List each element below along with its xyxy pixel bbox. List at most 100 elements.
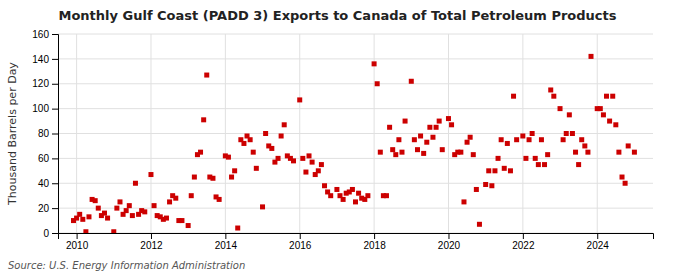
point — [545, 152, 550, 157]
chart: 2010201220142016201820202022202402040608… — [0, 0, 675, 275]
point — [399, 150, 404, 155]
point — [148, 172, 153, 177]
grid-line — [448, 34, 449, 233]
point — [142, 209, 147, 214]
point — [533, 156, 538, 161]
point — [319, 162, 324, 167]
point — [474, 187, 479, 192]
point — [167, 199, 172, 204]
point — [350, 187, 355, 192]
point — [356, 191, 361, 196]
tick-label: 2018 — [363, 240, 386, 251]
point — [564, 131, 569, 136]
point — [300, 156, 305, 161]
point — [102, 211, 107, 216]
point — [375, 81, 380, 86]
point — [152, 203, 157, 208]
tick: 2018 — [363, 233, 386, 251]
grid-line — [225, 34, 226, 233]
tick-label: 20 — [38, 203, 50, 214]
point — [626, 143, 631, 148]
tick-mark — [52, 233, 58, 234]
point — [505, 141, 510, 146]
source: Source: U.S. Energy Information Administ… — [8, 260, 245, 271]
points — [71, 54, 637, 233]
point — [86, 214, 91, 219]
point — [303, 170, 308, 175]
tick-mark — [52, 158, 58, 159]
point — [604, 94, 609, 99]
point — [536, 162, 541, 167]
y-axis-title: Thousand Barrels per Day — [6, 62, 19, 206]
point — [384, 193, 389, 198]
tick-label: 160 — [32, 29, 49, 40]
point — [610, 94, 615, 99]
point — [254, 166, 259, 171]
point — [93, 198, 98, 203]
point — [80, 217, 85, 222]
tick-mark — [300, 233, 301, 239]
point — [511, 94, 516, 99]
tick-mark — [52, 34, 58, 35]
point — [415, 147, 420, 152]
point — [316, 168, 321, 173]
tick-mark — [52, 183, 58, 184]
point — [585, 150, 590, 155]
tick: 2020 — [438, 233, 461, 251]
point — [551, 94, 556, 99]
point — [561, 137, 566, 142]
point — [468, 135, 473, 140]
tick-mark — [448, 233, 449, 239]
tick-mark — [151, 233, 152, 239]
point — [124, 208, 129, 213]
point — [310, 160, 315, 165]
point — [465, 140, 470, 145]
point — [127, 203, 132, 208]
tick: 2012 — [140, 233, 163, 251]
tick-label: 0 — [43, 228, 49, 239]
point — [263, 131, 268, 136]
point — [434, 125, 439, 130]
point — [527, 137, 532, 142]
tick-label: 2024 — [587, 240, 610, 251]
point — [96, 206, 101, 211]
point — [471, 152, 476, 157]
point — [189, 193, 194, 198]
point — [542, 162, 547, 167]
point — [483, 182, 488, 187]
tick-mark — [52, 208, 58, 209]
point — [390, 147, 395, 152]
point — [114, 206, 119, 211]
point — [186, 223, 191, 228]
axis-line — [52, 35, 59, 234]
point — [502, 166, 507, 171]
tick-mark — [225, 233, 226, 239]
point — [251, 150, 256, 155]
point — [440, 147, 445, 152]
y-axis: 020406080100120140160 — [32, 29, 58, 239]
point — [133, 181, 138, 186]
grid-line — [58, 83, 653, 84]
point — [328, 193, 333, 198]
tick: 160 — [32, 29, 58, 40]
tick: 140 — [32, 54, 58, 65]
title: Monthly Gulf Coast (PADD 3) Exports to C… — [58, 8, 616, 23]
tick-mark — [597, 233, 598, 239]
point — [573, 150, 578, 155]
point — [83, 229, 88, 233]
point — [279, 133, 284, 138]
point — [341, 197, 346, 202]
point — [269, 146, 274, 151]
point — [204, 73, 209, 78]
point — [589, 54, 594, 59]
point — [548, 87, 553, 92]
tick-label: 80 — [38, 128, 50, 139]
tick-label: 2010 — [66, 240, 89, 251]
point — [421, 151, 426, 156]
point — [530, 131, 535, 136]
grid-line — [58, 34, 653, 35]
point — [430, 135, 435, 140]
tick: 2022 — [512, 233, 535, 251]
tick: 20 — [38, 203, 58, 214]
grid-line — [58, 158, 653, 159]
